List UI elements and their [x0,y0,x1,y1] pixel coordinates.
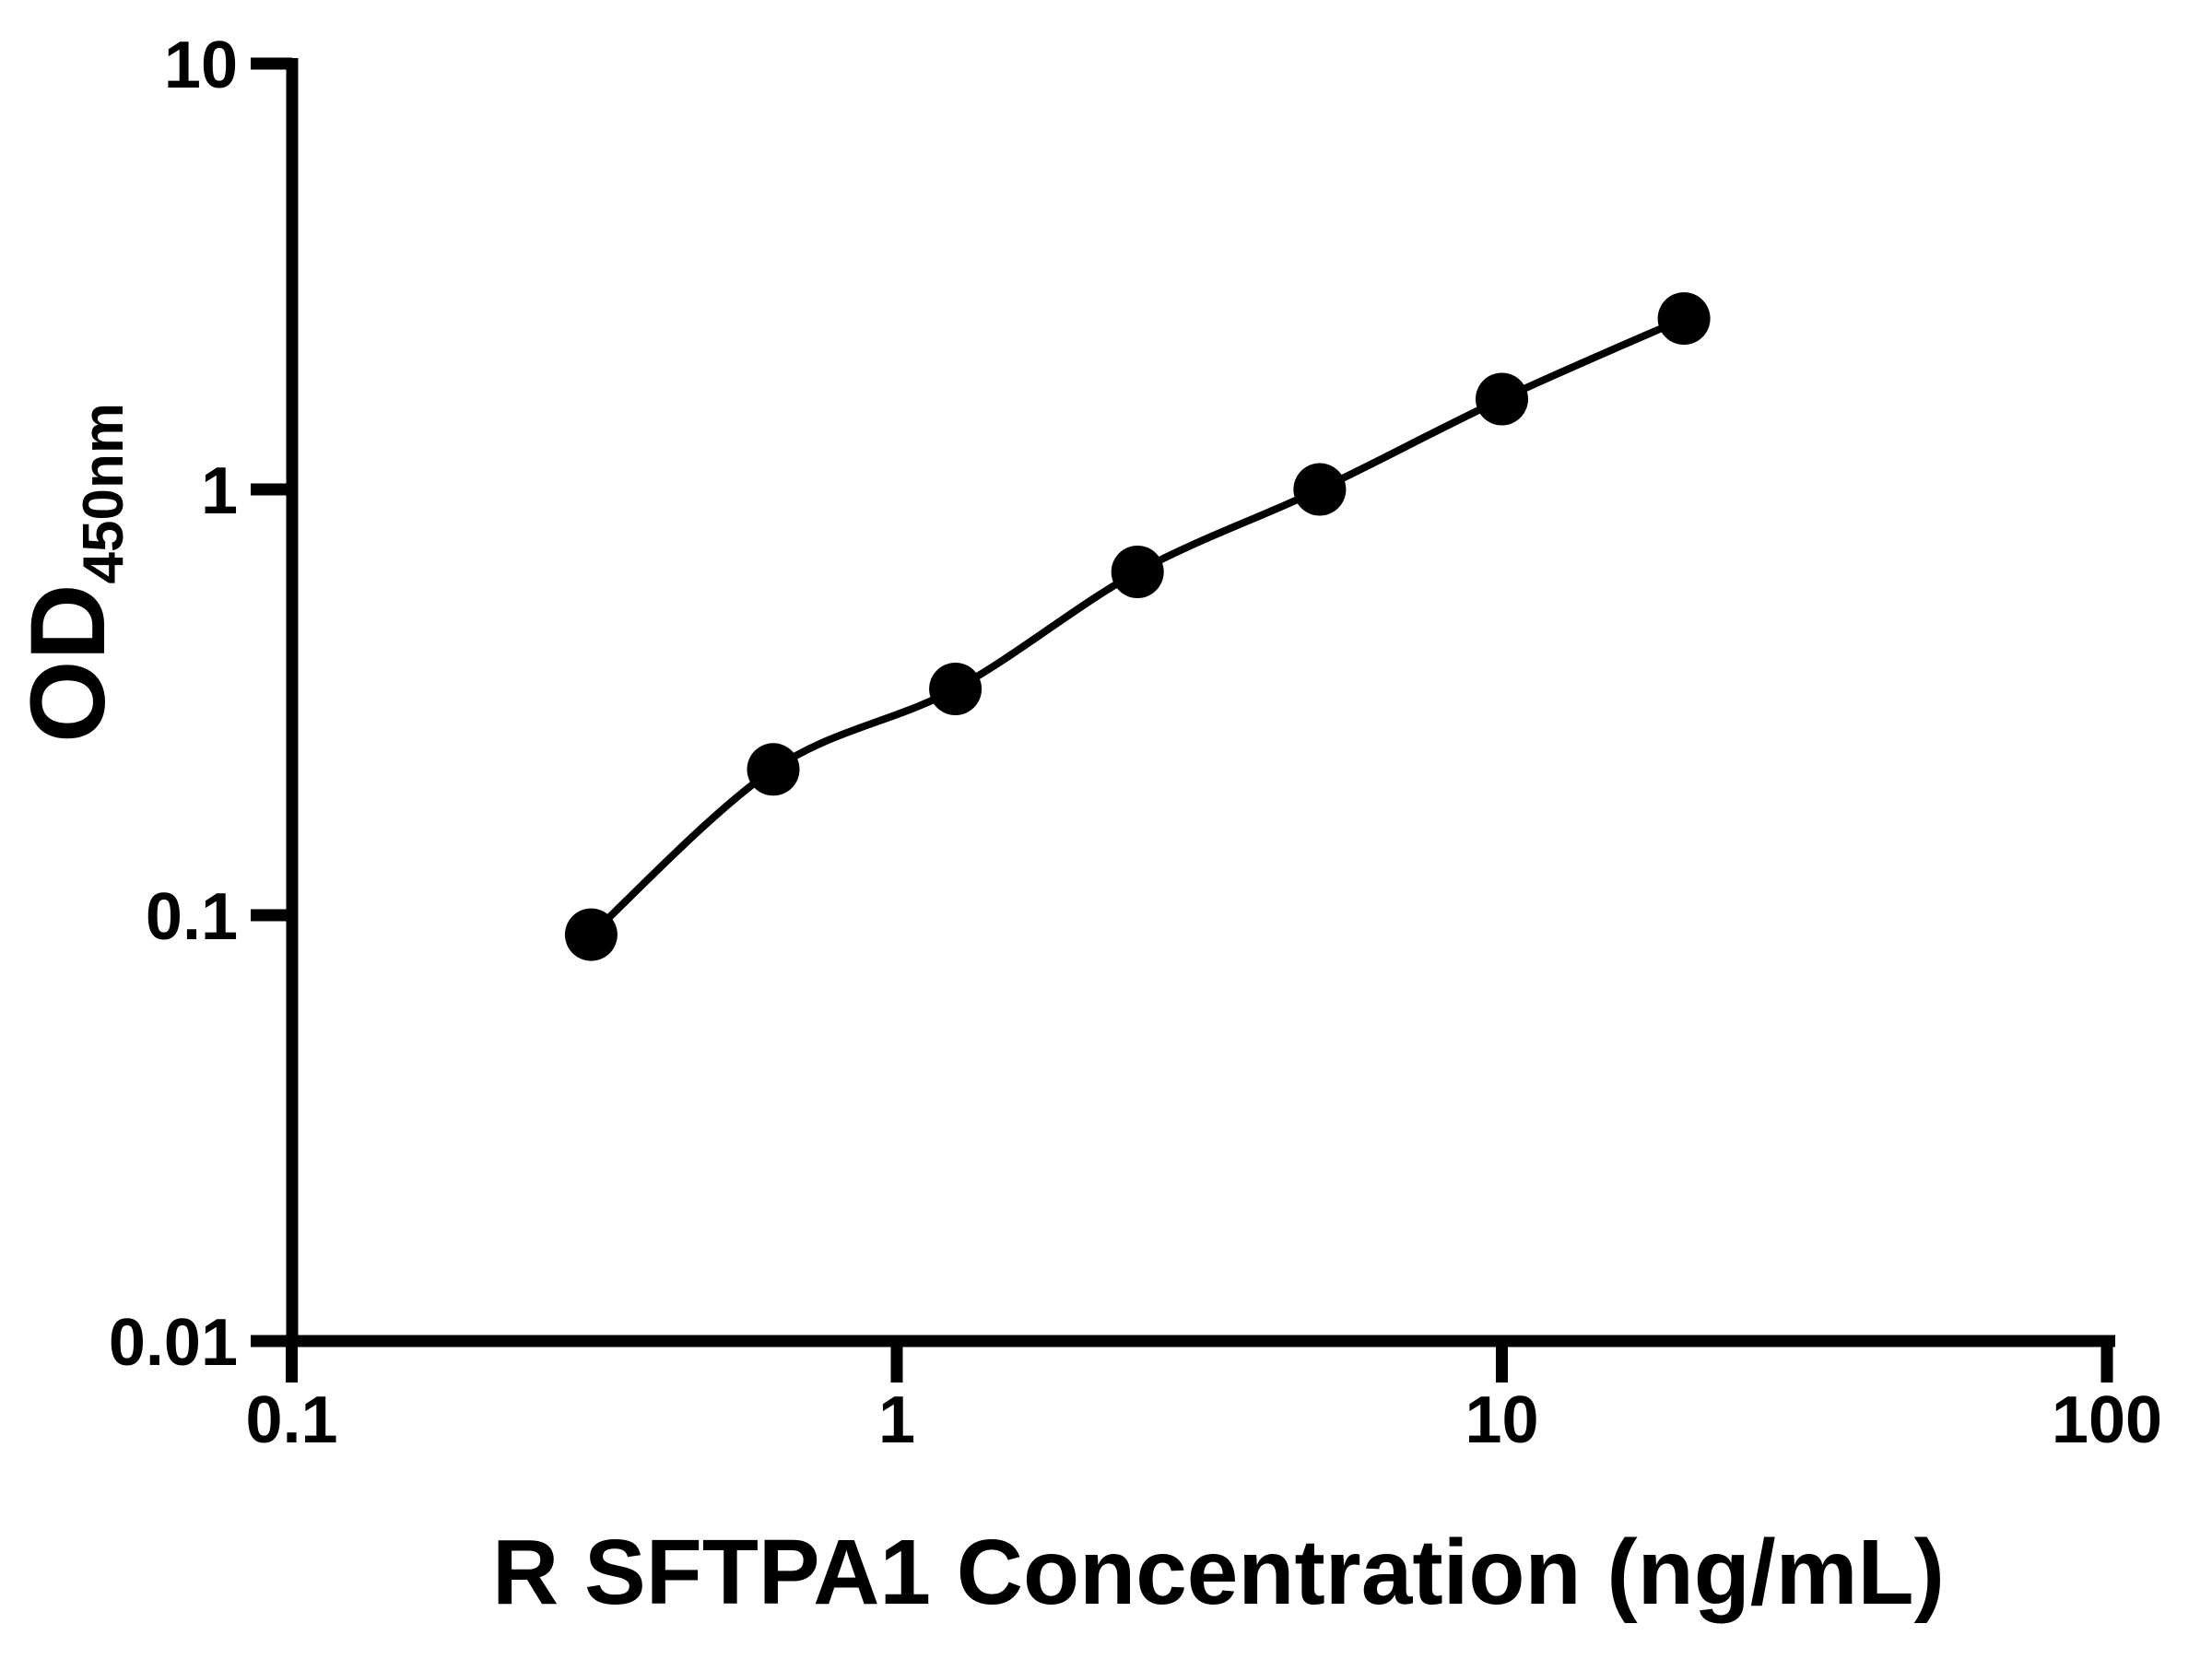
x-tick-label: 10 [1465,1383,1538,1457]
y-tick-label: 1 [201,454,238,528]
y-axis-title: OD450nm [9,403,135,743]
x-axis-title: R SFTPA1 Concentration (ng/mL) [492,1521,1945,1624]
data-point [1111,546,1164,598]
data-point [747,743,800,796]
data-point [564,908,618,961]
data-point [1476,372,1528,426]
data-point [1657,292,1711,346]
y-axis-title-main: OD [9,584,127,744]
y-tick-label: 10 [164,29,238,102]
data-point [929,663,982,715]
x-tick-label: 1 [878,1383,915,1457]
x-tick-label: 0.1 [245,1383,337,1457]
y-axis-title-subscript: 450nm [72,403,135,583]
y-tick-label: 0.1 [146,880,238,954]
data-point [1293,463,1347,516]
x-tick-label: 100 [2052,1383,2162,1457]
y-tick-label: 0.01 [109,1306,238,1380]
